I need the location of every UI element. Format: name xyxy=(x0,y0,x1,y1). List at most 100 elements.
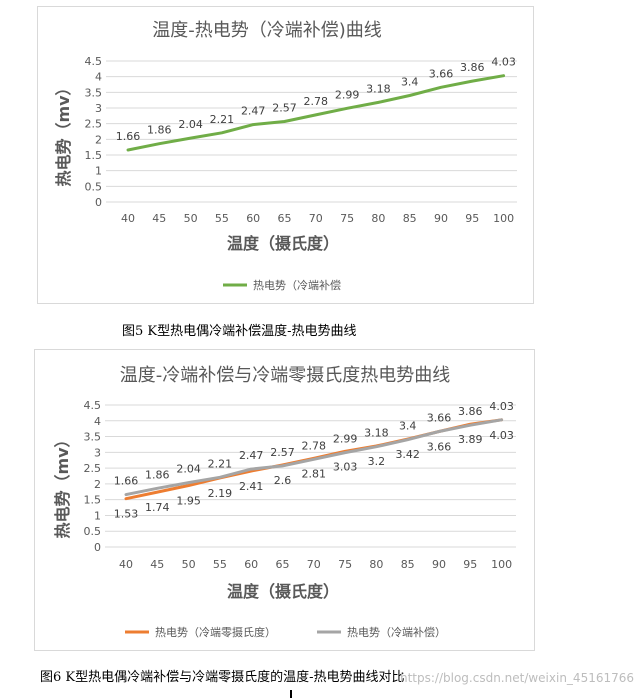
data-label: 4.03 xyxy=(489,429,513,442)
y-tick-label: 4.5 xyxy=(84,399,102,412)
x-tick-label: 40 xyxy=(121,212,135,225)
data-label: 1.66 xyxy=(116,130,141,143)
x-tick-label: 70 xyxy=(309,212,323,225)
data-label: 3.66 xyxy=(427,441,452,454)
chart-fig6: 温度-冷端补偿与冷端零摄氏度热电势曲线 0 0.5 1 1.5 2 2.5 3 3.5 4 4.5 4… xyxy=(34,349,535,651)
y-tick-label: 3 xyxy=(95,102,102,115)
y-tick-label: 0.5 xyxy=(84,525,102,538)
y-tick-label: 1.5 xyxy=(84,494,102,507)
x-tick-label: 65 xyxy=(276,558,290,571)
data-label: 2.47 xyxy=(241,105,266,118)
x-tick-label: 60 xyxy=(244,558,258,571)
x-tick-label: 75 xyxy=(338,558,352,571)
data-label: 1.95 xyxy=(176,494,201,507)
y-axis-title: 热电势（mv） xyxy=(54,79,73,186)
data-label: 4.03 xyxy=(491,56,515,69)
data-label: 1.66 xyxy=(114,475,139,488)
data-label: 2.57 xyxy=(270,446,295,459)
x-tick-label: 75 xyxy=(340,212,354,225)
data-label: 3.03 xyxy=(333,460,358,473)
x-tick-label: 50 xyxy=(184,212,198,225)
series-line-0 xyxy=(126,74,506,152)
data-label: 2.99 xyxy=(335,88,360,101)
data-label: 3.4 xyxy=(401,75,419,88)
x-tick-label: 90 xyxy=(432,558,446,571)
y-tick-label: 2.5 xyxy=(85,118,103,131)
y-tick-label: 4 xyxy=(94,415,101,428)
data-label: 3.66 xyxy=(427,412,452,425)
x-tick-label: 45 xyxy=(150,558,164,571)
y-axis-title: 热电势（mv） xyxy=(53,431,72,538)
data-label: 4.03 xyxy=(489,400,513,413)
caption-fig6: 图6 K型热电偶冷端补偿与冷端零摄氏度的温度-热电势曲线对比 xyxy=(40,670,405,685)
chart-fig5: 温度-热电势（冷端补偿)曲线 0 0.5 1 1.5 2 2.5 3 3.5 4 4.5 40 45 50… xyxy=(37,6,534,304)
chart-fig5-svg: 温度-热电势（冷端补偿)曲线 0 0.5 1 1.5 2 2.5 3 3.5 4 4.5 40 45 50… xyxy=(54,20,517,292)
chart-fig6-svg: 温度-冷端补偿与冷端零摄氏度热电势曲线 0 0.5 1 1.5 2 2.5 3 3.5 4 4.5 4… xyxy=(53,365,516,639)
data-label: 3.66 xyxy=(429,67,454,80)
x-tick-label: 55 xyxy=(215,212,229,225)
y-tick-label: 3 xyxy=(94,446,101,459)
y-tick-label: 1 xyxy=(95,165,102,178)
y-tick-label: 1.5 xyxy=(85,149,103,162)
data-label: 1.86 xyxy=(145,468,170,481)
data-label: 2.78 xyxy=(304,95,329,108)
data-label: 2.04 xyxy=(176,463,201,476)
x-tick-label: 80 xyxy=(369,558,383,571)
y-tick-label: 4.5 xyxy=(85,55,103,68)
data-label: 2.21 xyxy=(210,113,235,126)
data-label: 2.81 xyxy=(302,467,327,480)
data-label: 3.86 xyxy=(458,405,483,418)
x-tick-label: 100 xyxy=(493,212,514,225)
data-label: 3.4 xyxy=(399,420,417,433)
data-label: 3.42 xyxy=(395,448,420,461)
legend-label: 热电势（冷端零摄氏度） xyxy=(155,625,276,639)
x-tick-label: 90 xyxy=(434,212,448,225)
data-label: 2.41 xyxy=(239,480,264,493)
x-tick-label: 70 xyxy=(307,558,321,571)
x-tick-label: 85 xyxy=(403,212,417,225)
y-tick-label: 1 xyxy=(94,509,101,522)
y-tick-label: 3.5 xyxy=(85,86,103,99)
data-label: 2.19 xyxy=(208,487,233,500)
data-label: 1.74 xyxy=(145,501,170,514)
caption-fig5: 图5 K型热电偶冷端补偿温度-热电势曲线 xyxy=(122,324,357,339)
x-tick-label: 95 xyxy=(465,212,479,225)
data-label: 2.99 xyxy=(333,433,358,446)
page-mark xyxy=(290,690,292,698)
x-tick-label: 80 xyxy=(371,212,385,225)
x-axis-title: 温度（摄氏度） xyxy=(226,234,339,253)
x-tick-label: 60 xyxy=(246,212,260,225)
data-label: 3.18 xyxy=(366,82,391,95)
x-tick-label: 45 xyxy=(152,212,166,225)
y-tick-label: 4 xyxy=(95,71,102,84)
data-label: 3.18 xyxy=(364,427,389,440)
data-label: 2.47 xyxy=(239,449,264,462)
data-label: 1.86 xyxy=(147,124,172,137)
data-label: 3.89 xyxy=(458,433,483,446)
y-tick-label: 0.5 xyxy=(85,180,103,193)
x-tick-label: 100 xyxy=(491,558,512,571)
x-tick-label: 65 xyxy=(278,212,292,225)
x-tick-label: 95 xyxy=(463,558,477,571)
y-tick-label: 2.5 xyxy=(84,462,102,475)
y-tick-label: 2 xyxy=(95,133,102,146)
watermark: https://blog.csdn.net/weixin_45161766 xyxy=(400,671,635,685)
data-label: 2.6 xyxy=(274,474,292,487)
y-tick-label: 0 xyxy=(94,541,101,554)
data-label: 2.21 xyxy=(208,457,233,470)
chart-title: 温度-热电势（冷端补偿)曲线 xyxy=(152,20,382,41)
y-tick-label: 2 xyxy=(94,478,101,491)
x-tick-label: 40 xyxy=(119,558,133,571)
x-tick-label: 85 xyxy=(401,558,415,571)
data-label: 1.53 xyxy=(114,508,139,521)
y-tick-label: 3.5 xyxy=(84,431,102,444)
data-label: 2.04 xyxy=(178,118,203,131)
legend-label: 热电势（冷端补偿 xyxy=(253,278,341,292)
x-tick-label: 50 xyxy=(182,558,196,571)
data-label: 3.2 xyxy=(368,455,386,468)
chart-title: 温度-冷端补偿与冷端零摄氏度热电势曲线 xyxy=(120,365,451,386)
x-tick-label: 55 xyxy=(213,558,227,571)
legend-label: 热电势（冷端补偿） xyxy=(347,625,446,639)
y-tick-label: 0 xyxy=(95,196,102,209)
data-label: 2.57 xyxy=(272,101,297,114)
